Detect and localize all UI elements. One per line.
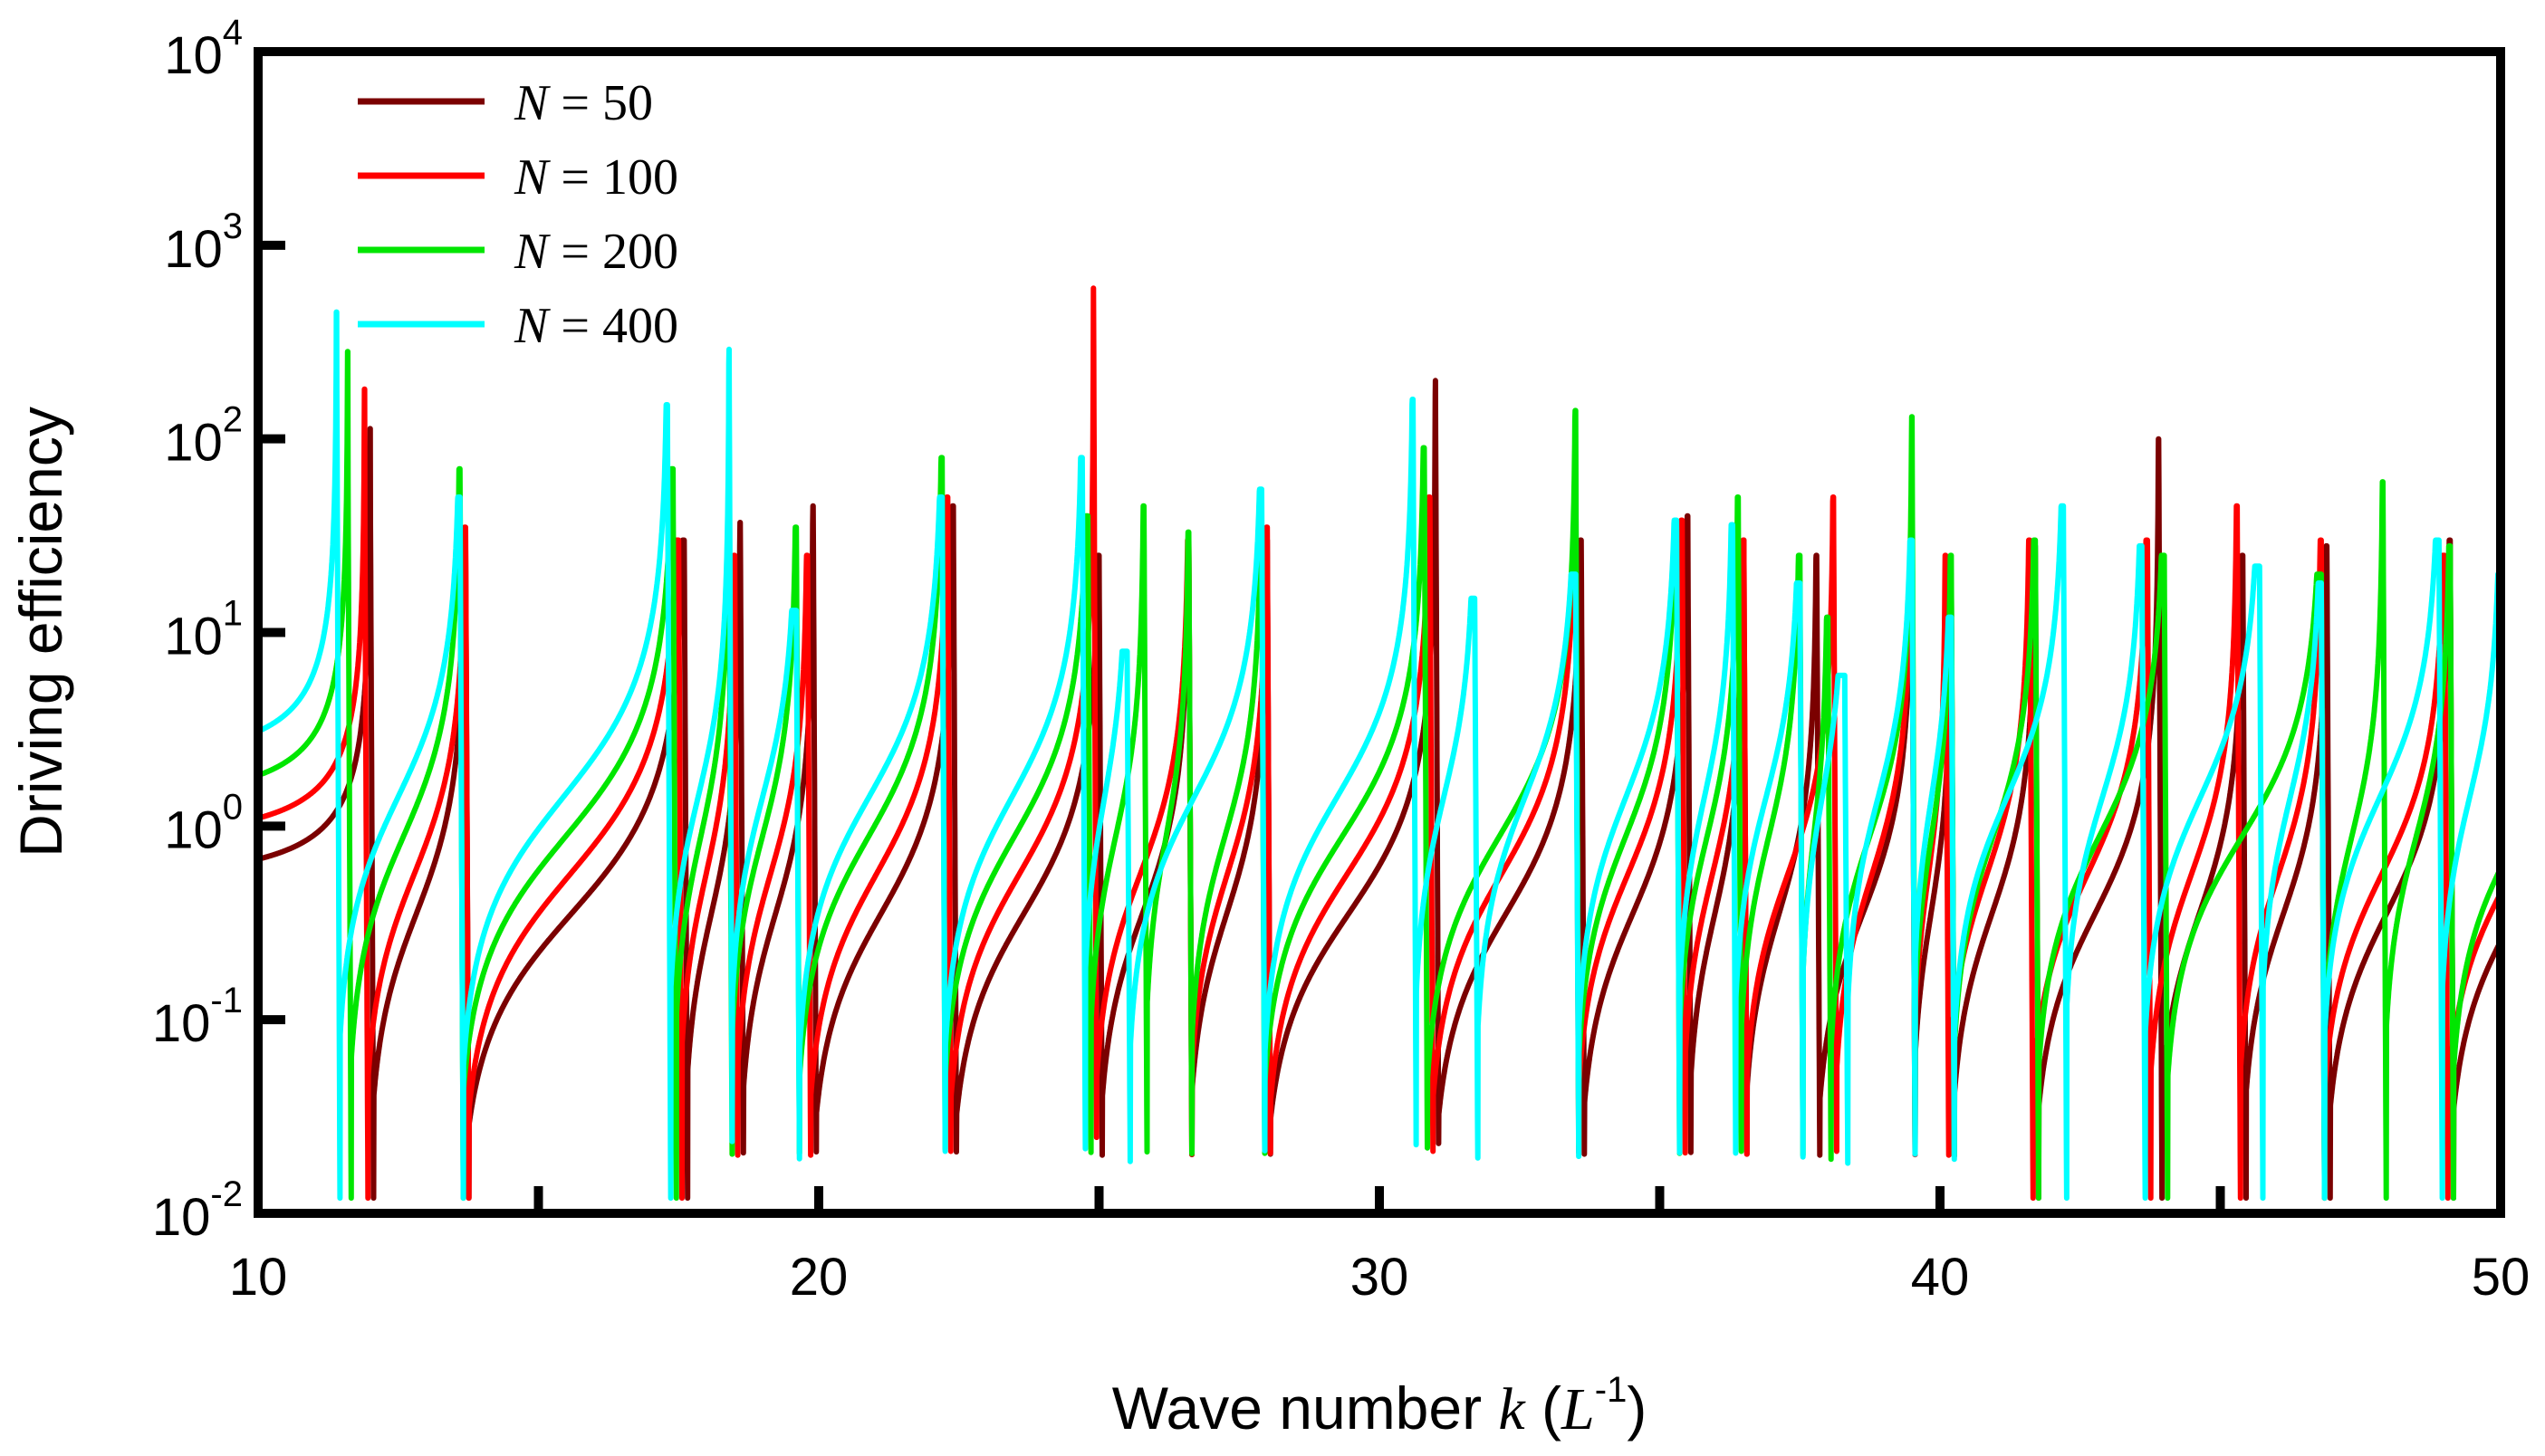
y-tick-label: 104 bbox=[164, 13, 243, 85]
x-tick-label: 50 bbox=[2472, 1248, 2531, 1307]
x-axis-label: Wave number k (L-1) bbox=[1112, 1370, 1647, 1442]
x-axis-label-unit: L bbox=[1561, 1376, 1595, 1442]
x-axis: 10 20 30 40 50 bbox=[229, 1186, 2531, 1307]
y-tick-label: 102 bbox=[164, 400, 243, 473]
legend-label-n-100: N = 100 bbox=[514, 149, 678, 206]
plot-area bbox=[255, 285, 2503, 1202]
y-tick-label: 103 bbox=[164, 206, 243, 279]
legend: N = 50 N = 100 N = 200 N = 400 bbox=[358, 75, 678, 354]
y-tick-label: 101 bbox=[164, 594, 243, 666]
x-tick-label: 20 bbox=[790, 1248, 849, 1307]
legend-label-n-400: N = 400 bbox=[514, 298, 678, 354]
x-axis-label-symbol: k bbox=[1498, 1376, 1526, 1442]
y-axis-label: Driving efficiency bbox=[7, 407, 74, 857]
y-tick-label: 10-2 bbox=[152, 1174, 243, 1247]
series-line-n-200 bbox=[255, 349, 2503, 1202]
x-axis-label-unit-exponent: -1 bbox=[1595, 1370, 1628, 1410]
x-axis-label-text: Wave number bbox=[1112, 1375, 1482, 1442]
legend-label-n-200: N = 200 bbox=[514, 224, 678, 280]
legend-label-n-50: N = 50 bbox=[514, 75, 653, 131]
x-tick-label: 10 bbox=[229, 1248, 288, 1307]
x-tick-label: 40 bbox=[1911, 1248, 1970, 1307]
series-line-n-50 bbox=[255, 378, 2503, 1202]
y-tick-label: 10-1 bbox=[152, 981, 243, 1053]
series-line-n-100 bbox=[255, 285, 2503, 1202]
y-axis: 10-2 10-1 100 101 102 103 104 bbox=[152, 13, 285, 1247]
y-tick-label: 100 bbox=[164, 787, 243, 859]
series-line-n-400 bbox=[255, 309, 2503, 1202]
x-tick-label: 30 bbox=[1350, 1248, 1409, 1307]
